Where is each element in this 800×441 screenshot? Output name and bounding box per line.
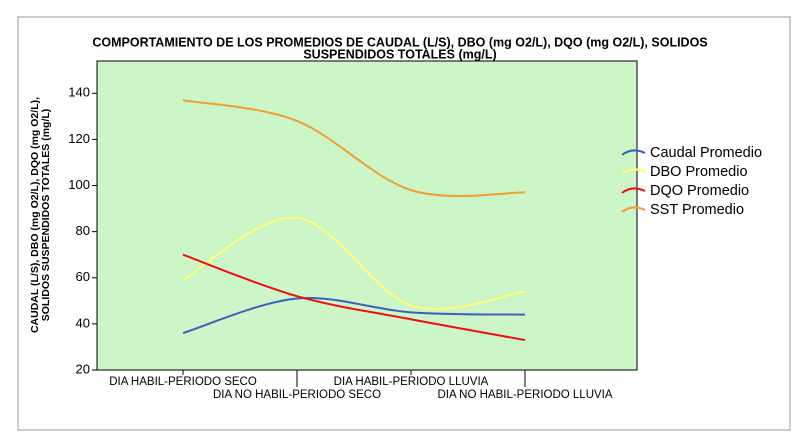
- legend-label: Caudal Promedio: [650, 145, 762, 161]
- legend-swatch: [621, 149, 646, 156]
- y-tick-label: 40: [76, 315, 90, 330]
- y-axis-label-line: CAUDAL (L/S), DBO (mg O2/L), DQO (mg O2/…: [29, 97, 41, 333]
- legend-swatch: [621, 168, 646, 175]
- x-tick-label: DIA HABIL-PERIODO LLUVIA: [334, 376, 489, 388]
- y-tick-label: 120: [68, 131, 90, 146]
- legend-swatch: [621, 206, 646, 213]
- x-tick-label: DIA HABIL-PERIODO SECO: [109, 376, 257, 388]
- y-tick-label: 20: [76, 361, 90, 376]
- chart-title: COMPORTAMIENTO DE LOS PROMEDIOS DE CAUDA…: [92, 35, 707, 49]
- y-tick-label: 100: [68, 177, 90, 192]
- x-tick-label: DIA NO HABIL-PERIODO SECO: [213, 389, 381, 401]
- x-tick-label: DIA NO HABIL-PERIODO LLUVIA: [437, 389, 612, 401]
- legend-swatch: [621, 187, 646, 194]
- y-tick-label: 80: [76, 223, 90, 238]
- y-axis-label: CAUDAL (L/S), DBO (mg O2/L), DQO (mg O2/…: [29, 97, 52, 333]
- chart-title: SUSPENDIDOS TOTALES (mg/L): [303, 47, 496, 61]
- line: [182, 296, 526, 335]
- y-tick-label: 140: [68, 85, 90, 100]
- y-tick-label: 60: [76, 269, 90, 284]
- plot-area: [96, 60, 638, 371]
- line: [182, 216, 526, 310]
- legend-label: SST Promedio: [650, 202, 744, 218]
- legend-label: DQO Promedio: [650, 183, 749, 199]
- legend-label: DBO Promedio: [650, 164, 748, 180]
- y-axis-label-line: SOLIDOS SUSPENDIDOS TOTALES (mg/L): [40, 109, 52, 322]
- line: [182, 253, 526, 342]
- line: [182, 99, 526, 197]
- frame: [17, 16, 791, 431]
